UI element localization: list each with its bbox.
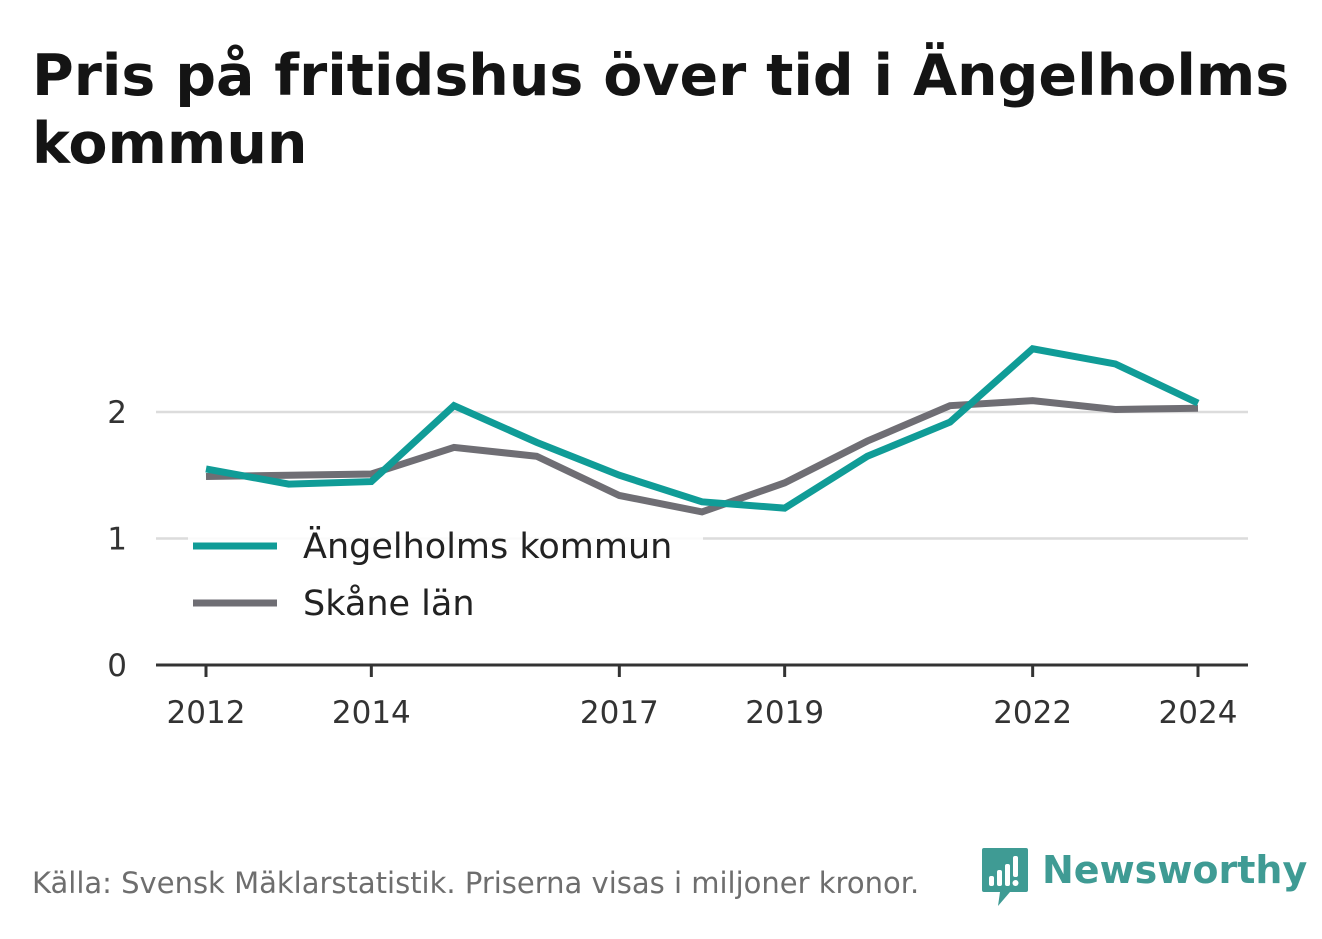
legend-label: Skåne län xyxy=(303,583,475,624)
chart-title: Pris på fritidshus över tid i Ängelholms… xyxy=(32,43,1290,177)
series-line xyxy=(205,344,1200,512)
x-tick-label: 2012 xyxy=(167,695,246,731)
series-line xyxy=(205,397,1199,516)
x-tick-label: 2014 xyxy=(332,695,411,731)
x-tick-label: 2022 xyxy=(993,695,1072,731)
legend: Ängelholms kommun Skåne län xyxy=(188,516,703,629)
axes: 0 1 2 2012 2014 2017 2019 2022 2024 xyxy=(107,395,1248,731)
newsworthy-logo: Newsworthy xyxy=(980,846,1307,908)
x-tick-label: 2017 xyxy=(580,695,659,731)
y-tick-label: 1 xyxy=(107,522,127,558)
y-tick-label: 2 xyxy=(107,395,127,431)
source-note: Källa: Svensk Mäklarstatistik. Priserna … xyxy=(32,866,920,900)
x-tick-label: 2019 xyxy=(745,695,824,731)
x-tick-label: 2024 xyxy=(1159,695,1238,731)
bar-chart-speech-bubble-icon xyxy=(982,848,1028,906)
series-lines xyxy=(205,344,1200,516)
y-tick-label: 0 xyxy=(107,648,127,684)
brand-name: Newsworthy xyxy=(1042,848,1308,892)
legend-label: Ängelholms kommun xyxy=(303,525,672,567)
line-chart: 0 1 2 2012 2014 2017 2019 2022 2024 Ängelholms k… xyxy=(107,344,1248,731)
